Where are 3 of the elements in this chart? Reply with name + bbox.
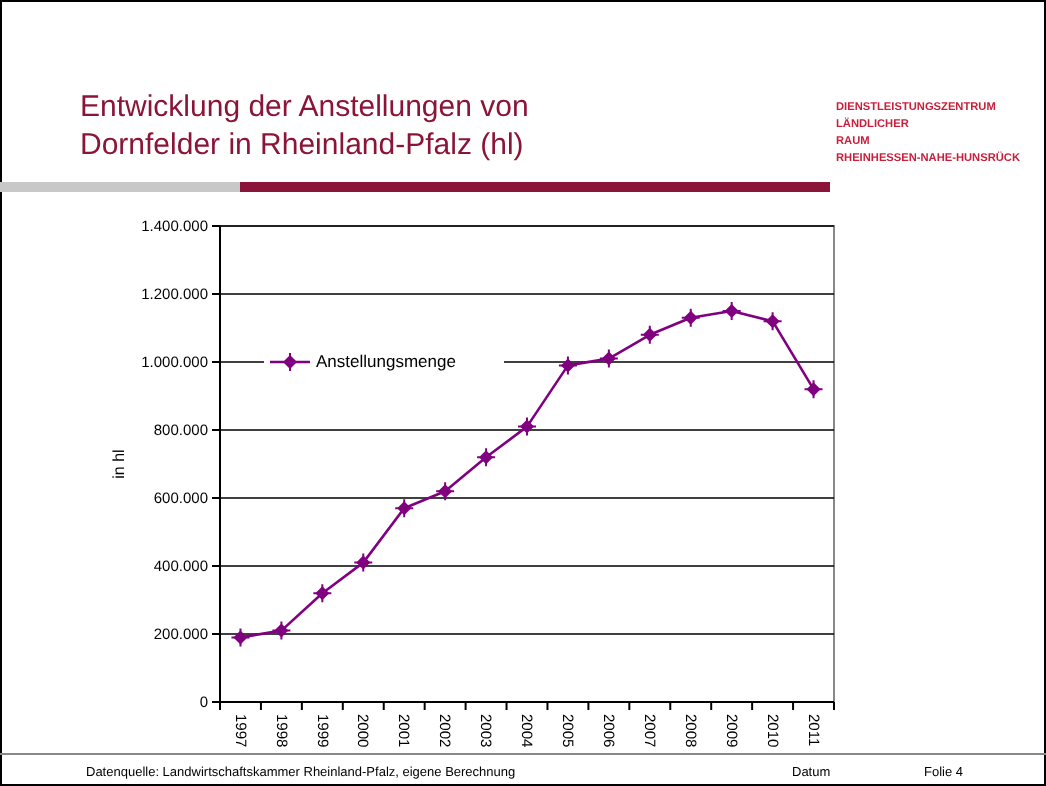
chart-title: Entwicklung der Anstellungen von Dornfelder in Rheinland-Pfalz (hl) bbox=[80, 90, 529, 162]
legend-label: Anstellungsmenge bbox=[316, 351, 457, 372]
y-axis-title: in hl bbox=[110, 448, 128, 479]
